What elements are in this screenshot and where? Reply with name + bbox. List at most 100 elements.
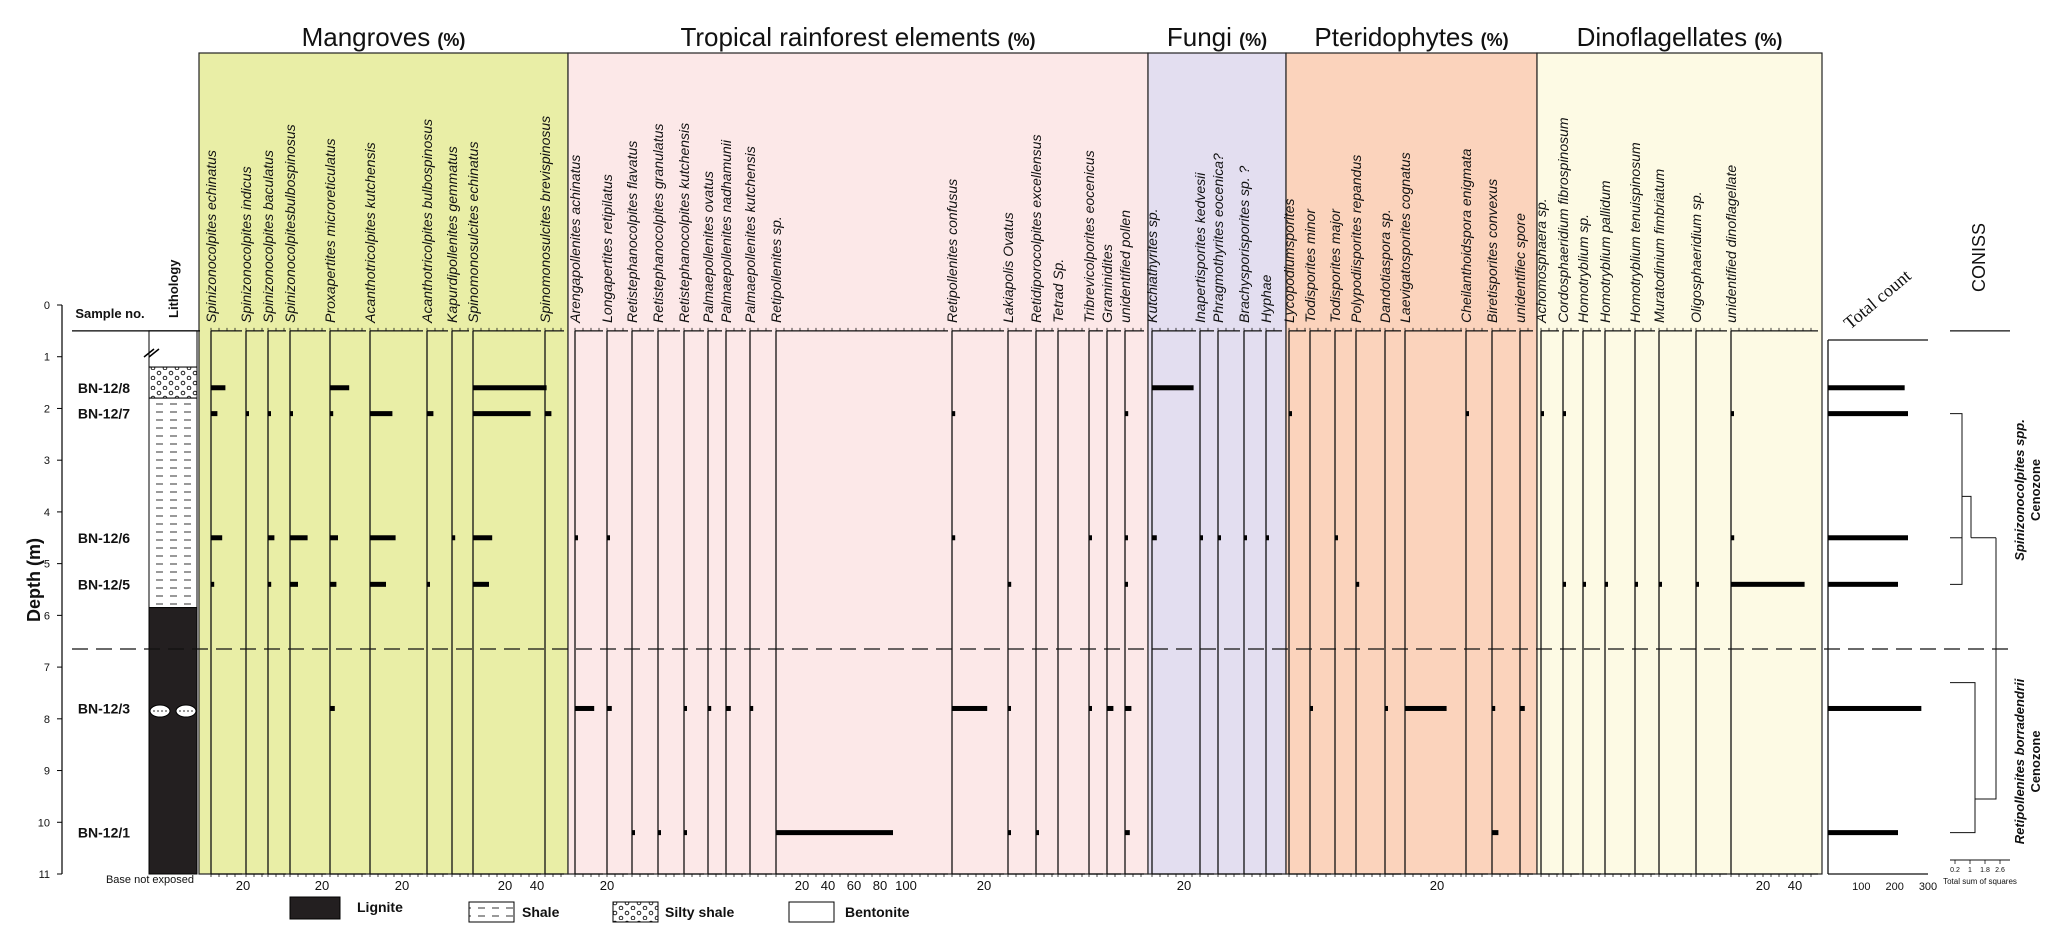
abundance-bar: [658, 830, 661, 836]
taxon-name: Retipollenites sp.: [768, 216, 784, 323]
abundance-bar: [330, 705, 335, 711]
abundance-bar: [1492, 705, 1496, 711]
abundance-bar: [1244, 535, 1247, 541]
sample-label: BN-12/7: [78, 406, 130, 422]
lithology-silty-shale: [148, 366, 198, 399]
taxon-name: Spinizonocolpitesbulbospinosus: [282, 124, 298, 322]
taxon-scale-label: 40: [821, 878, 835, 893]
group-unit: (%): [1754, 30, 1782, 50]
total-count-bar: [1828, 581, 1898, 587]
taxon-name: Homotryblium pallidum: [1597, 180, 1613, 323]
group-title: Mangroves (%): [302, 22, 466, 52]
depth-tick-label: 4: [44, 507, 50, 519]
abundance-bar: [1310, 705, 1313, 711]
taxon-name: Graminidites: [1099, 244, 1115, 323]
total-count-bar: [1828, 385, 1905, 391]
taxon-scale-label: 20: [795, 878, 809, 893]
taxon-name: unidentified dinoflagellate: [1723, 165, 1739, 323]
abundance-bar: [1563, 581, 1566, 587]
depth-tick-label: 9: [44, 766, 50, 778]
taxon-scale-label: 20: [1430, 878, 1444, 893]
taxon-scale-label: 20: [236, 878, 250, 893]
taxon-name: Spinomonosulcites brevispinosus: [537, 116, 553, 323]
abundance-bar: [1152, 385, 1194, 391]
taxon-name: Oligosphaeridium sp.: [1688, 191, 1704, 323]
depth-tick-label: 6: [44, 610, 50, 622]
abundance-bar: [1036, 830, 1039, 836]
total-count-tick: 300: [1919, 881, 1937, 893]
total-count-bar: [1828, 830, 1898, 836]
group-name: Pteridophytes: [1314, 22, 1480, 52]
abundance-bar: [211, 535, 223, 541]
abundance-bar: [1385, 705, 1388, 711]
lithology-header: Lithology: [166, 259, 181, 318]
taxon-name: Achomosphaera sp.: [1533, 198, 1549, 324]
total-count-tick: 200: [1885, 881, 1903, 893]
coniss-title: CONISS: [1969, 223, 1989, 292]
coniss-tick-label: 0.2: [1950, 867, 1960, 874]
abundance-bar: [473, 411, 531, 417]
legend-label: Bentonite: [845, 904, 910, 920]
taxon-name: unidentifiec spore: [1512, 213, 1528, 323]
taxon-name: Retistephanocolpites granulatus: [650, 124, 666, 323]
taxon-name: Retistephanocolpites flavatus: [624, 141, 640, 323]
taxon-scale-label: 20: [498, 878, 512, 893]
lithology-nodule: [175, 704, 197, 718]
taxon-name: Spinizonocolpites echinatus: [203, 150, 219, 323]
group-name: Tropical rainforest elements: [680, 22, 1007, 52]
abundance-bar: [370, 535, 396, 541]
taxon-name: Brachysporisporites sp. ?: [1236, 165, 1252, 322]
abundance-bar: [1731, 581, 1805, 587]
abundance-bar: [1696, 581, 1699, 587]
lithology-nodule: [149, 704, 171, 718]
taxon-name: Retidiporocolpites excellensus: [1028, 135, 1044, 323]
abundance-bar: [330, 535, 338, 541]
sample-label: BN-12/1: [78, 825, 130, 841]
abundance-bar: [1218, 535, 1221, 541]
taxon-scale-label: 20: [1756, 878, 1770, 893]
taxon-name: Spinomonosulcites echinatus: [465, 142, 481, 323]
sample-label: BN-12/5: [78, 576, 130, 592]
abundance-bar: [1731, 411, 1734, 417]
group-title: Fungi (%): [1167, 22, 1267, 52]
taxon-scale-label: 20: [395, 878, 409, 893]
taxon-scale-label: 20: [977, 878, 991, 893]
group-unit: (%): [1481, 30, 1509, 50]
abundance-bar: [1152, 535, 1157, 541]
abundance-bar: [330, 581, 337, 587]
abundance-bar: [1125, 581, 1128, 587]
taxon-name: Spinizonocolpites baculatus: [260, 150, 276, 323]
taxon-name: Spinizonocolpites indicus: [238, 166, 254, 322]
abundance-bar: [473, 535, 493, 541]
group-title: Dinoflagellates (%): [1577, 22, 1783, 52]
abundance-bar: [607, 535, 610, 541]
lithology-lignite: [148, 607, 198, 875]
abundance-bar: [1107, 705, 1114, 711]
total-count-bar: [1828, 411, 1908, 417]
abundance-bar: [1541, 411, 1544, 417]
abundance-bar: [1266, 535, 1269, 541]
legend-label: Silty shale: [665, 904, 734, 920]
taxon-name: Kutchiathyrites sp.: [1144, 208, 1160, 322]
abundance-bar: [575, 535, 578, 541]
abundance-bar: [1492, 830, 1499, 836]
abundance-bar: [1008, 705, 1011, 711]
depth-axis-title: Depth (m): [24, 538, 44, 622]
abundance-bar: [268, 535, 275, 541]
sample-header: Sample no.: [75, 306, 144, 321]
sample-label: BN-12/6: [78, 530, 130, 546]
abundance-bar: [1583, 581, 1586, 587]
coniss-dendrogram: [1950, 413, 1963, 585]
taxon-name: Cheilanthoidspora enigmata: [1458, 148, 1474, 323]
legend-label: Lignite: [357, 899, 403, 915]
abundance-bar: [452, 535, 456, 541]
abundance-bar: [1289, 411, 1292, 417]
abundance-bar: [1089, 535, 1092, 541]
zone-label-type: Cenozone: [2028, 730, 2043, 792]
taxon-name: Tetrad Sp.: [1050, 259, 1066, 323]
abundance-bar: [1125, 535, 1128, 541]
depth-tick-label: 10: [38, 817, 50, 829]
abundance-bar: [290, 535, 308, 541]
abundance-bar: [1731, 535, 1735, 541]
abundance-bar: [330, 385, 350, 391]
